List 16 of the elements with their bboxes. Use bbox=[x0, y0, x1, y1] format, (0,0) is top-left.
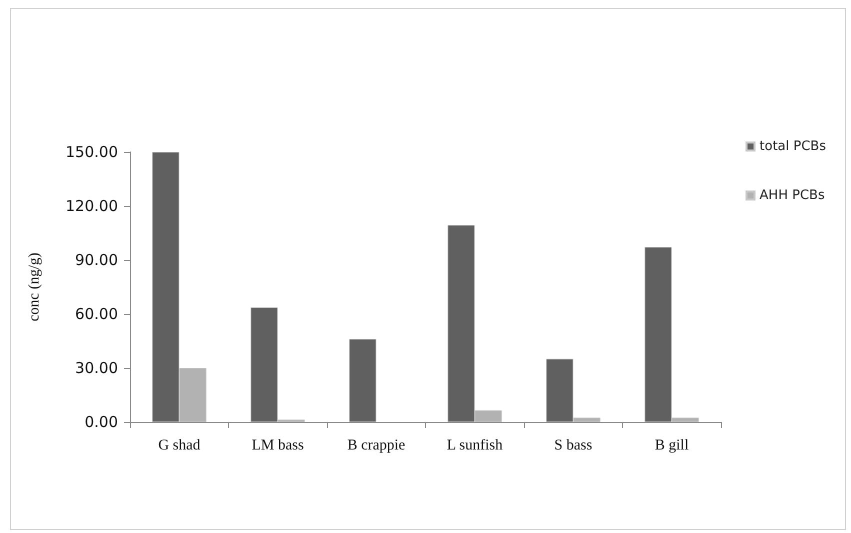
bar bbox=[349, 339, 376, 422]
y-tick-label: 120.00 bbox=[66, 197, 118, 215]
x-tick-label: S bass bbox=[554, 438, 592, 454]
y-tick-label: 0.00 bbox=[84, 413, 118, 431]
x-tick-label: LM bass bbox=[252, 438, 304, 454]
y-tick-label: 30.00 bbox=[75, 359, 118, 377]
x-tick-label: B crappie bbox=[347, 438, 406, 454]
y-axis-title: conc (ng/g) bbox=[26, 252, 42, 322]
x-tick-label: B gill bbox=[654, 438, 689, 454]
x-tick-label: L sunfish bbox=[446, 438, 504, 454]
x-tick-label: G shad bbox=[158, 438, 201, 454]
legend-label: AHH PCBs bbox=[760, 188, 825, 203]
legend-label: total PCBs bbox=[760, 139, 826, 154]
y-tick-label: 60.00 bbox=[75, 305, 118, 323]
y-tick-label: 150.00 bbox=[66, 143, 118, 161]
y-tick-label: 90.00 bbox=[75, 251, 118, 269]
